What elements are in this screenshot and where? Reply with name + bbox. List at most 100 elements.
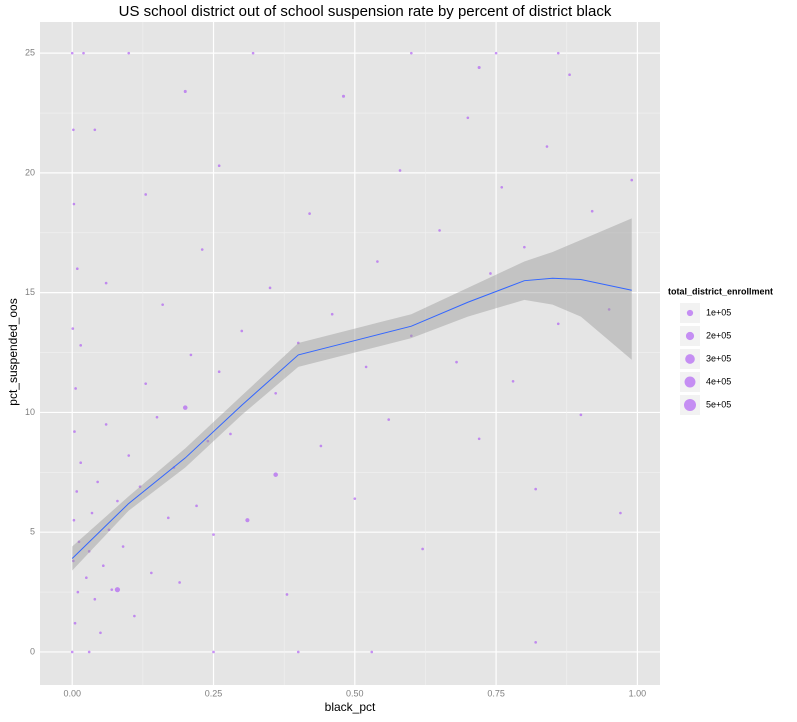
point: [110, 588, 114, 591]
point: [161, 303, 164, 306]
point: [364, 365, 368, 369]
y-tick-label: 10: [25, 407, 35, 417]
point: [421, 547, 424, 551]
point: [410, 334, 413, 338]
point: [296, 341, 300, 345]
point: [296, 650, 300, 654]
point: [398, 169, 402, 172]
point: [70, 51, 74, 55]
point: [590, 209, 594, 213]
point: [274, 391, 277, 395]
point: [87, 650, 91, 654]
point: [72, 128, 75, 132]
point: [387, 418, 391, 421]
point: [104, 423, 108, 426]
point: [74, 387, 77, 390]
point: [72, 202, 76, 206]
legend-title: total_district_enrollment: [668, 286, 773, 296]
point: [545, 145, 549, 148]
plot-background: [40, 22, 660, 685]
point: [200, 248, 204, 251]
point: [76, 590, 80, 594]
point: [330, 312, 334, 316]
confidence-band: [72, 218, 632, 571]
point: [240, 329, 244, 333]
y-tick-label: 0: [30, 646, 35, 656]
point: [212, 650, 215, 654]
point: [438, 229, 441, 232]
point: [308, 212, 311, 215]
point: [376, 260, 379, 263]
point: [534, 641, 537, 644]
legend-symbol: [685, 331, 695, 341]
x-tick-label: 0.75: [487, 688, 505, 698]
point: [556, 322, 560, 326]
x-tick-label: 0.00: [63, 688, 81, 698]
point: [534, 487, 537, 491]
point: [144, 382, 148, 385]
legend-symbol: [684, 376, 696, 388]
y-tick-label: 25: [25, 48, 35, 58]
point: [70, 650, 74, 654]
point: [500, 185, 504, 189]
point: [138, 485, 142, 488]
point: [75, 267, 79, 271]
legend-symbol: [686, 309, 694, 317]
point: [455, 360, 458, 364]
point: [150, 571, 153, 575]
y-tick-label: 15: [25, 287, 35, 297]
point: [477, 437, 481, 441]
point: [72, 518, 76, 522]
point: [166, 516, 170, 520]
point: [82, 51, 85, 55]
x-tick-label: 0.25: [205, 688, 223, 698]
x-axis-label: black_pct: [325, 700, 376, 714]
point: [93, 128, 97, 132]
point: [494, 51, 498, 55]
point: [90, 511, 94, 515]
point: [217, 164, 221, 168]
smooth-line: [71, 277, 632, 559]
point: [523, 245, 526, 249]
point: [568, 73, 571, 77]
point: [273, 472, 278, 477]
point: [107, 528, 111, 532]
point: [133, 614, 136, 618]
point: [630, 178, 634, 182]
point: [579, 413, 583, 417]
point: [93, 597, 97, 601]
point: [77, 540, 81, 544]
point: [127, 454, 131, 457]
x-tick-label: 1.00: [629, 688, 647, 698]
point: [75, 490, 79, 493]
point: [212, 533, 215, 536]
point: [489, 272, 492, 275]
y-tick-label: 5: [30, 527, 35, 537]
legend-label: 3e+05: [706, 353, 731, 363]
point: [229, 432, 232, 436]
point: [619, 511, 622, 515]
x-tick-label: 0.50: [346, 688, 364, 698]
legend-symbol: [685, 354, 695, 364]
point: [121, 545, 125, 548]
point: [319, 444, 323, 448]
point: [79, 344, 83, 347]
point: [511, 379, 515, 383]
point: [114, 587, 121, 593]
point: [127, 51, 131, 55]
point: [182, 405, 188, 410]
point: [96, 480, 99, 484]
point: [183, 89, 187, 93]
point: [85, 576, 88, 580]
point: [251, 51, 255, 55]
point: [217, 370, 221, 374]
point: [178, 581, 181, 584]
y-tick-label: 20: [25, 167, 35, 177]
point: [466, 116, 470, 120]
point: [73, 621, 77, 625]
point: [144, 193, 148, 196]
point: [101, 564, 105, 568]
point: [189, 353, 193, 357]
legend-label: 4e+05: [706, 376, 731, 386]
